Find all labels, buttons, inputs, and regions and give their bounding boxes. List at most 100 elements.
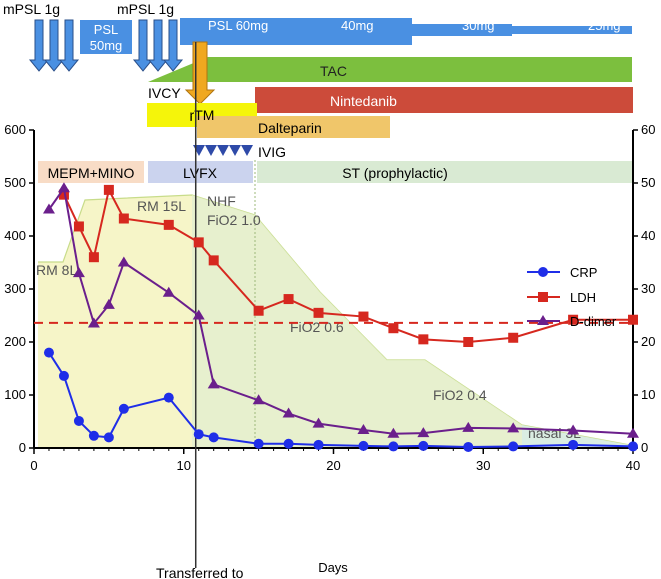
data-point-ldh — [163, 219, 174, 230]
data-point-crp — [43, 347, 54, 358]
legend-ldh-label: LDH — [570, 290, 596, 305]
y-right-tick-label: 40 — [641, 228, 655, 243]
data-point-crp — [358, 440, 369, 451]
st-label: ST (prophylactic) — [342, 165, 448, 181]
y-right-tick-label: 30 — [641, 281, 655, 296]
y-left-tick-label: 0 — [19, 440, 26, 455]
data-point-ldh — [118, 213, 129, 224]
data-point-ldh — [463, 337, 474, 347]
data-point-ldh — [58, 189, 69, 200]
legend-ddimer-label: D-dimer — [570, 314, 617, 329]
psl30-label: 30mg — [462, 18, 495, 33]
tac-bar — [148, 57, 632, 82]
data-point-ldh — [208, 255, 219, 266]
data-point-ldh — [508, 332, 519, 343]
data-point-crp — [58, 370, 69, 381]
data-point-d-dimer — [282, 407, 295, 418]
lvfx-label: LVFX — [183, 165, 218, 181]
data-point-d-dimer — [507, 422, 520, 433]
data-point-ldh — [628, 314, 638, 325]
mpsl-arrows-1 — [28, 19, 80, 72]
data-point-crp — [208, 432, 219, 443]
nhf-region — [192, 195, 522, 448]
ivig-label: IVIG — [258, 144, 286, 160]
data-point-crp — [388, 441, 399, 452]
data-point-d-dimer — [42, 203, 55, 214]
psl60-label: PSL 60mg — [208, 18, 268, 33]
series-line-ldh — [63, 187, 633, 344]
y-left-tick-label: 500 — [4, 175, 26, 190]
x-axis-label: Days — [318, 560, 348, 575]
data-point-crp — [163, 392, 174, 403]
data-point-d-dimer — [57, 182, 70, 193]
dalteparin-bar — [197, 116, 390, 138]
data-point-d-dimer — [312, 417, 325, 428]
oxygen-label-fio2-06: FiO2 0.6 — [290, 319, 344, 335]
data-point-d-dimer — [252, 394, 265, 405]
psl50-label-line1: PSL — [94, 22, 119, 37]
data-point-d-dimer — [162, 286, 175, 297]
data-point-ldh — [103, 184, 114, 195]
nintedanib-bar — [255, 87, 633, 113]
data-point-ldh — [253, 305, 264, 316]
data-point-d-dimer — [72, 267, 85, 278]
data-point-crp — [118, 403, 129, 414]
mepm-mino-bar — [38, 161, 144, 183]
data-point-crp — [313, 439, 324, 450]
oxygen-label-nhf-2: FiO2 1.0 — [207, 212, 261, 228]
psl50-label-line2: 50mg — [90, 38, 123, 53]
data-point-ldh — [88, 252, 99, 263]
data-point-ldh — [388, 323, 399, 334]
data-point-d-dimer — [207, 378, 220, 389]
transfer-annotation: Transferred to — [156, 565, 244, 579]
x-tick-label: 0 — [30, 458, 37, 473]
data-point-crp — [508, 441, 519, 452]
y-right-tick-label: 10 — [641, 387, 655, 402]
st-bar — [257, 161, 633, 183]
nasal-region — [522, 425, 630, 448]
data-point-crp — [283, 438, 294, 449]
ivcy-arrow — [184, 41, 216, 105]
mepm-mino-label: MEPM+MINO — [48, 165, 135, 181]
x-tick-label: 20 — [326, 458, 340, 473]
data-point-crp — [253, 438, 264, 449]
mpsl-label-2: mPSL 1g — [117, 1, 174, 17]
legend-ddimer-marker — [537, 315, 549, 325]
oxygen-label-nhf-1: NHF — [207, 193, 236, 209]
data-point-d-dimer — [117, 256, 130, 267]
legend-ldh-marker — [538, 292, 548, 302]
psl50-bar — [80, 20, 132, 54]
data-point-ldh — [193, 237, 204, 248]
oxygen-label-fio2-04: FiO2 0.4 — [433, 387, 487, 403]
data-point-d-dimer — [462, 421, 475, 432]
data-point-ldh — [568, 314, 579, 325]
psl25-label: 25mg — [588, 18, 621, 33]
legend-crp-label: CRP — [570, 265, 597, 280]
y-right-tick-label: 60 — [641, 122, 655, 137]
data-point-d-dimer — [87, 317, 100, 328]
x-tick-label: 40 — [626, 458, 640, 473]
oxygen-label-rm8: RM 8L — [36, 262, 77, 278]
y-left-tick-label: 400 — [4, 228, 26, 243]
dalteparin-label: Dalteparin — [258, 120, 322, 136]
ivcy-label: IVCY — [148, 85, 181, 101]
data-point-d-dimer — [102, 298, 115, 309]
data-point-ldh — [313, 307, 324, 318]
mpsl-label-1: mPSL 1g — [3, 1, 60, 17]
data-point-crp — [568, 439, 579, 450]
x-tick-label: 30 — [476, 458, 490, 473]
nintedanib-label: Nintedanib — [330, 93, 397, 109]
series-layer — [42, 182, 639, 452]
data-point-crp — [193, 429, 204, 440]
data-point-ldh — [418, 334, 429, 345]
y-left-tick-label: 100 — [4, 387, 26, 402]
data-point-crp — [88, 430, 99, 441]
x-tick-label: 10 — [177, 458, 191, 473]
lvfx-bar — [148, 161, 253, 183]
tac-label: TAC — [320, 63, 347, 79]
data-point-d-dimer — [627, 427, 639, 438]
oxygen-label-rm15: RM 15L — [137, 198, 186, 214]
data-point-d-dimer — [417, 427, 430, 438]
svg-text:rTM: rTM — [190, 107, 215, 123]
